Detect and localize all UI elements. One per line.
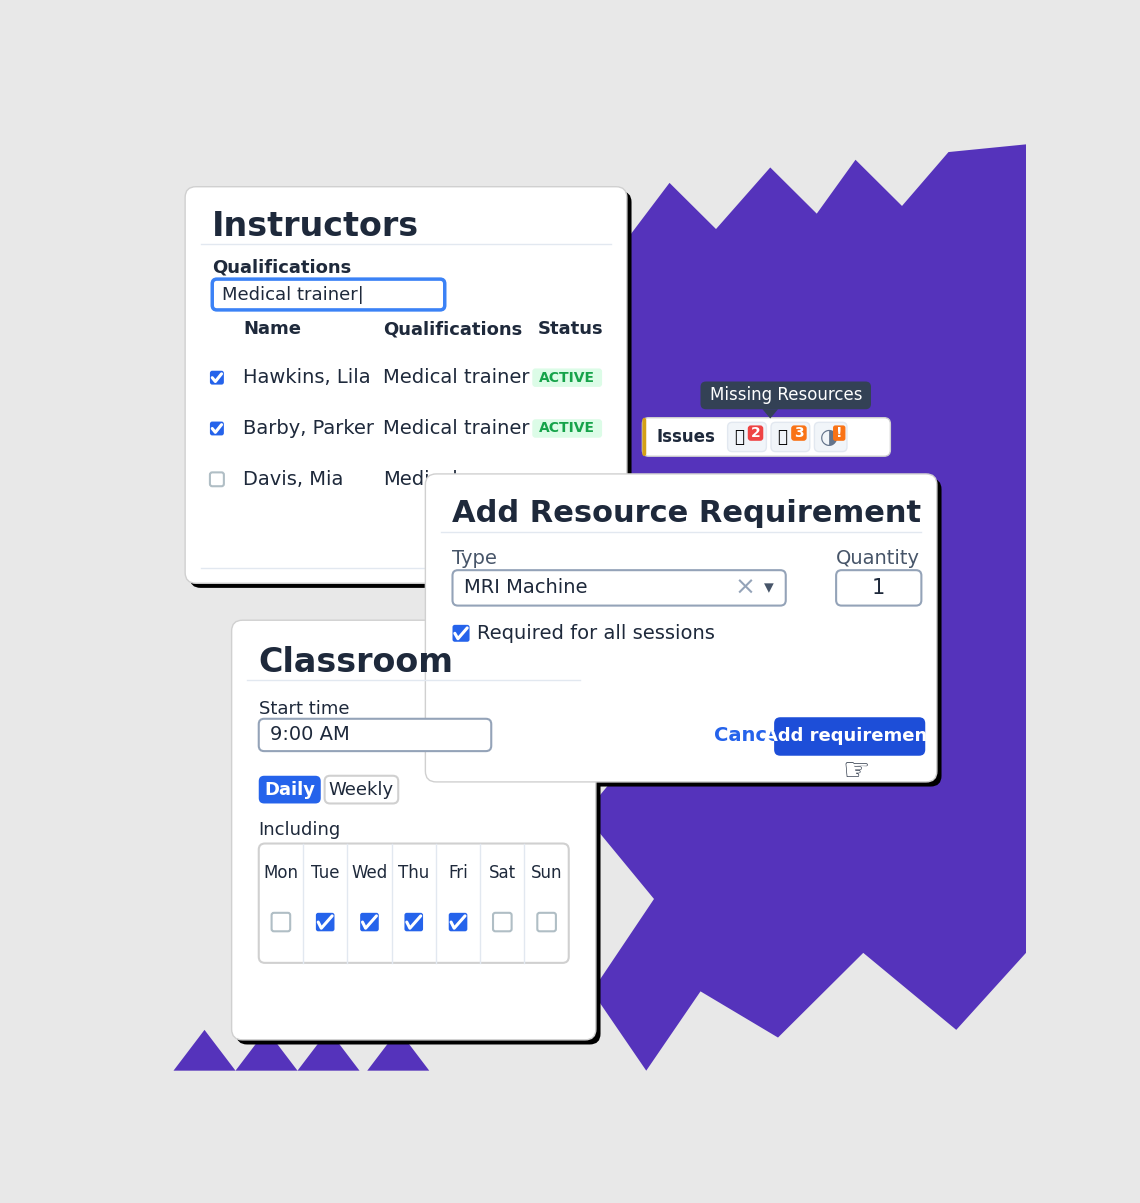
FancyBboxPatch shape — [210, 421, 223, 435]
FancyBboxPatch shape — [210, 371, 223, 385]
FancyBboxPatch shape — [430, 479, 942, 787]
Text: Type: Type — [453, 549, 497, 568]
Polygon shape — [763, 409, 777, 419]
FancyBboxPatch shape — [836, 570, 921, 605]
Text: Thu: Thu — [398, 864, 430, 882]
FancyBboxPatch shape — [405, 913, 423, 931]
FancyBboxPatch shape — [642, 417, 646, 456]
Text: ×: × — [735, 576, 756, 600]
Text: Instructors: Instructors — [212, 211, 420, 243]
FancyBboxPatch shape — [316, 913, 334, 931]
FancyBboxPatch shape — [774, 717, 926, 755]
Text: Sun: Sun — [531, 864, 562, 882]
FancyBboxPatch shape — [449, 913, 467, 931]
Text: ACTIVE: ACTIVE — [539, 371, 595, 385]
Text: Required for all sessions: Required for all sessions — [478, 624, 715, 642]
FancyBboxPatch shape — [259, 843, 569, 962]
FancyBboxPatch shape — [189, 191, 632, 588]
FancyBboxPatch shape — [642, 417, 890, 456]
Text: Sat: Sat — [489, 864, 516, 882]
Text: Barby, Parker: Barby, Parker — [243, 419, 374, 438]
Text: Add Resource Requirement: Add Resource Requirement — [453, 499, 921, 528]
FancyBboxPatch shape — [814, 422, 847, 451]
Text: !: ! — [836, 426, 842, 440]
Text: Including: Including — [259, 820, 341, 838]
FancyBboxPatch shape — [185, 186, 627, 583]
FancyBboxPatch shape — [700, 381, 871, 409]
Text: Davis, Mia: Davis, Mia — [243, 470, 343, 488]
Text: 1: 1 — [872, 577, 886, 598]
Text: ACTIVE: ACTIVE — [539, 421, 595, 435]
Text: ▾: ▾ — [764, 579, 774, 598]
FancyBboxPatch shape — [325, 776, 398, 804]
Text: Issues: Issues — [657, 428, 715, 446]
Text: Cancel: Cancel — [715, 727, 788, 745]
Polygon shape — [236, 1030, 298, 1071]
FancyBboxPatch shape — [259, 718, 491, 751]
Text: Qualifications: Qualifications — [383, 320, 522, 338]
FancyBboxPatch shape — [236, 624, 601, 1044]
Text: Wed: Wed — [351, 864, 388, 882]
FancyBboxPatch shape — [259, 776, 320, 804]
FancyBboxPatch shape — [748, 426, 764, 440]
Text: ◑: ◑ — [820, 427, 838, 448]
Polygon shape — [514, 144, 1026, 1071]
FancyBboxPatch shape — [360, 913, 378, 931]
Text: Hawkins, Lila: Hawkins, Lila — [243, 368, 370, 387]
FancyBboxPatch shape — [833, 426, 846, 440]
Polygon shape — [298, 1030, 359, 1071]
FancyBboxPatch shape — [425, 474, 937, 782]
Text: MRI Machine: MRI Machine — [464, 579, 587, 598]
Text: Weekly: Weekly — [328, 781, 393, 799]
FancyBboxPatch shape — [532, 368, 602, 387]
Text: Start time: Start time — [259, 700, 349, 718]
Text: Name: Name — [243, 320, 301, 338]
Text: ☞: ☞ — [842, 757, 870, 786]
Polygon shape — [173, 1030, 236, 1071]
Text: Medical trainer: Medical trainer — [383, 368, 529, 387]
FancyBboxPatch shape — [453, 570, 785, 605]
FancyBboxPatch shape — [537, 913, 556, 931]
Text: Tue: Tue — [311, 864, 340, 882]
FancyBboxPatch shape — [791, 426, 807, 440]
Text: 3: 3 — [795, 426, 804, 440]
FancyBboxPatch shape — [727, 422, 766, 451]
Polygon shape — [367, 1030, 430, 1071]
Text: Quantity: Quantity — [836, 549, 920, 568]
Text: 🖥: 🖥 — [777, 428, 788, 446]
FancyBboxPatch shape — [771, 422, 809, 451]
Text: Medical trainer|: Medical trainer| — [221, 285, 364, 303]
Text: Fri: Fri — [448, 864, 467, 882]
FancyBboxPatch shape — [210, 473, 223, 486]
Text: 2: 2 — [750, 426, 760, 440]
Text: Medical trainer: Medical trainer — [383, 419, 529, 438]
Text: Add requirement: Add requirement — [764, 728, 936, 746]
Text: Status: Status — [538, 320, 603, 338]
FancyBboxPatch shape — [492, 913, 512, 931]
Text: 9:00 AM: 9:00 AM — [269, 725, 349, 745]
Text: Mon: Mon — [263, 864, 299, 882]
FancyBboxPatch shape — [212, 279, 445, 310]
FancyBboxPatch shape — [271, 913, 291, 931]
Text: 🧑: 🧑 — [734, 428, 743, 446]
FancyBboxPatch shape — [453, 624, 470, 641]
FancyBboxPatch shape — [532, 420, 602, 438]
Text: Classroom: Classroom — [259, 646, 454, 678]
Text: Daily: Daily — [264, 781, 316, 799]
Text: Qualifications: Qualifications — [212, 259, 351, 277]
Text: Missing Resources: Missing Resources — [709, 386, 862, 404]
FancyBboxPatch shape — [231, 621, 596, 1039]
Text: Medical: Medical — [383, 470, 457, 488]
